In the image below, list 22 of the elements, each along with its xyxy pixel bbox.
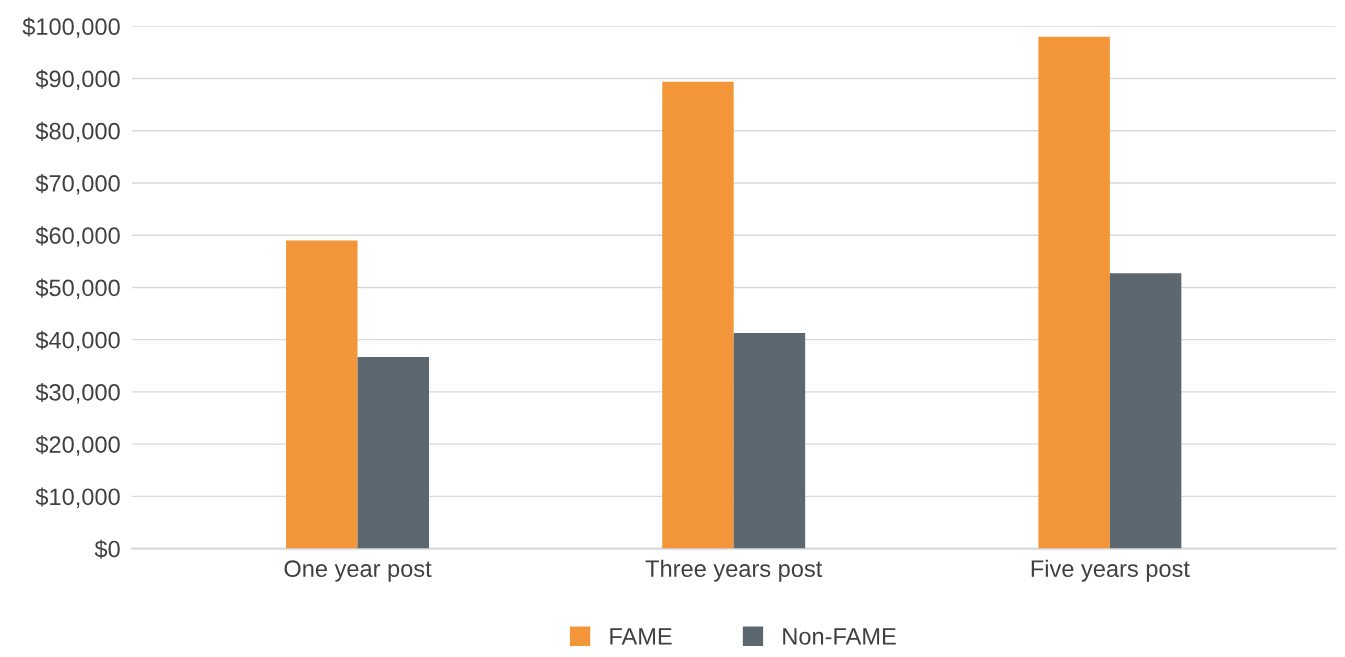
bar <box>733 332 806 549</box>
bar <box>1109 273 1182 549</box>
y-tick-label: $60,000 <box>35 226 120 247</box>
y-tick-label: $10,000 <box>35 487 120 508</box>
bar <box>1038 36 1110 549</box>
y-tick-label: $100,000 <box>22 17 120 38</box>
x-tick-label: One year post <box>284 560 432 582</box>
x-tick-label: Five years post <box>1031 559 1190 582</box>
legend-label: Non-FAME <box>783 628 896 645</box>
y-tick-label: $70,000 <box>35 174 120 195</box>
bar <box>286 240 358 549</box>
y-tick-label: $50,000 <box>35 278 120 300</box>
y-tick-label: $0 <box>94 539 120 559</box>
legend-label: FAME <box>610 628 672 645</box>
y-tick-label: $80,000 <box>35 121 120 143</box>
y-tick-label: $30,000 <box>35 382 120 404</box>
bar <box>662 81 734 549</box>
y-tick-label: $90,000 <box>35 69 120 91</box>
y-tick-label: $20,000 <box>35 435 120 456</box>
y-tick-label: $40,000 <box>35 330 120 352</box>
x-tick-label: Three years post <box>645 559 823 582</box>
bar <box>357 356 429 549</box>
